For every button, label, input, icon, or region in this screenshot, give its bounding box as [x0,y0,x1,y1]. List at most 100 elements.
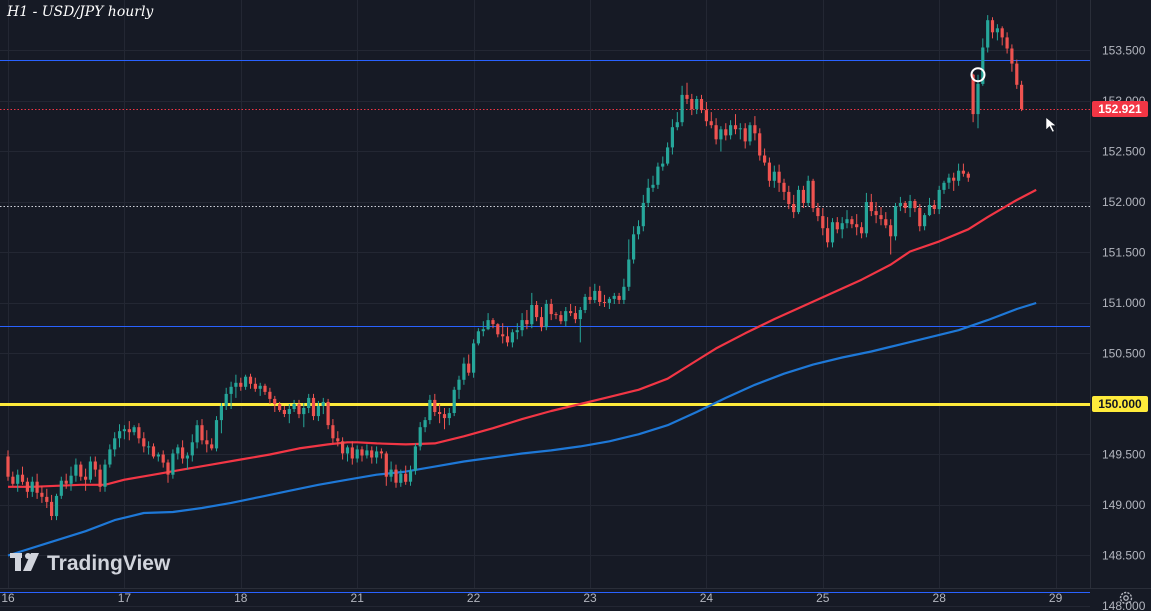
candle[interactable] [118,424,122,448]
candle[interactable] [947,173,951,189]
candle[interactable] [801,185,805,208]
candle[interactable] [84,468,88,491]
candle[interactable] [45,488,49,508]
candle[interactable] [79,461,83,481]
candle[interactable] [195,420,199,449]
candle[interactable] [763,148,767,166]
candle[interactable] [326,398,330,430]
candle[interactable] [893,203,898,241]
candle[interactable] [937,185,941,215]
candle[interactable] [307,393,311,414]
candle[interactable] [316,400,320,422]
candle[interactable] [675,112,679,131]
candle[interactable] [569,304,573,317]
candle[interactable] [399,469,403,487]
candle[interactable] [733,114,738,135]
candle[interactable] [796,185,801,215]
candle[interactable] [389,461,393,482]
candle[interactable] [205,430,209,453]
candle[interactable] [176,444,180,460]
candle[interactable] [418,422,422,451]
candle[interactable] [564,307,568,327]
candle[interactable] [423,417,427,433]
candle[interactable] [646,178,650,207]
candle[interactable] [777,164,781,192]
candle[interactable] [772,165,776,188]
candle[interactable] [811,178,815,213]
candle[interactable] [1015,59,1019,89]
candle[interactable] [190,434,194,462]
candle[interactable] [729,120,733,140]
candle[interactable] [244,374,248,390]
candle[interactable] [481,321,485,337]
candle[interactable] [40,485,44,503]
candle[interactable] [830,218,835,248]
candle[interactable] [840,217,844,239]
candle[interactable] [341,437,345,460]
candle[interactable] [695,95,699,115]
candle[interactable] [278,401,282,412]
candle[interactable] [287,404,291,424]
candle[interactable] [636,220,641,240]
candle[interactable] [394,464,398,488]
candle[interactable] [554,312,558,320]
candle[interactable] [714,118,718,145]
candle[interactable] [961,163,965,177]
candle[interactable] [491,318,495,329]
candle[interactable] [88,456,92,483]
candle[interactable] [942,180,946,194]
candle[interactable] [632,226,636,264]
candle[interactable] [927,197,932,217]
candle[interactable] [282,406,286,418]
candle[interactable] [850,216,854,229]
candle[interactable] [690,93,694,116]
candle[interactable] [923,213,927,231]
candle[interactable] [704,102,708,127]
candle[interactable] [384,451,388,486]
candle[interactable] [185,452,189,470]
candle[interactable] [137,423,141,444]
candle[interactable] [588,286,592,304]
candle[interactable] [990,17,995,39]
candle[interactable] [297,399,301,419]
candle[interactable] [350,441,354,465]
candle[interactable] [622,278,626,304]
candle[interactable] [884,212,888,229]
candle[interactable] [54,493,59,521]
candle[interactable] [467,354,471,376]
candle[interactable] [957,163,961,186]
candle[interactable] [224,387,228,410]
candle[interactable] [806,175,810,206]
candle[interactable] [98,464,102,492]
candle[interactable] [792,194,796,219]
candle[interactable] [787,185,791,210]
candle[interactable] [472,339,476,378]
candle[interactable] [166,459,170,483]
candle[interactable] [598,285,602,306]
candle[interactable] [525,310,529,330]
candle[interactable] [520,313,524,337]
candle[interactable] [375,446,379,464]
candle[interactable] [292,399,296,412]
candle[interactable] [869,193,873,217]
candle[interactable] [666,142,670,166]
candle[interactable] [433,393,437,417]
candle[interactable] [898,196,902,212]
candle[interactable] [200,419,204,445]
candle[interactable] [845,210,849,229]
candle[interactable] [413,443,417,475]
candle[interactable] [64,473,68,489]
candle[interactable] [214,416,219,452]
candle[interactable] [273,395,277,412]
candle[interactable] [753,116,757,141]
candle[interactable] [510,329,514,348]
candle[interactable] [365,444,369,459]
candle[interactable] [404,465,408,485]
candle[interactable] [612,292,616,304]
candle[interactable] [253,377,257,392]
candle[interactable] [976,74,980,129]
candle[interactable] [142,432,146,453]
candle[interactable] [971,73,975,123]
candle[interactable] [661,156,665,171]
